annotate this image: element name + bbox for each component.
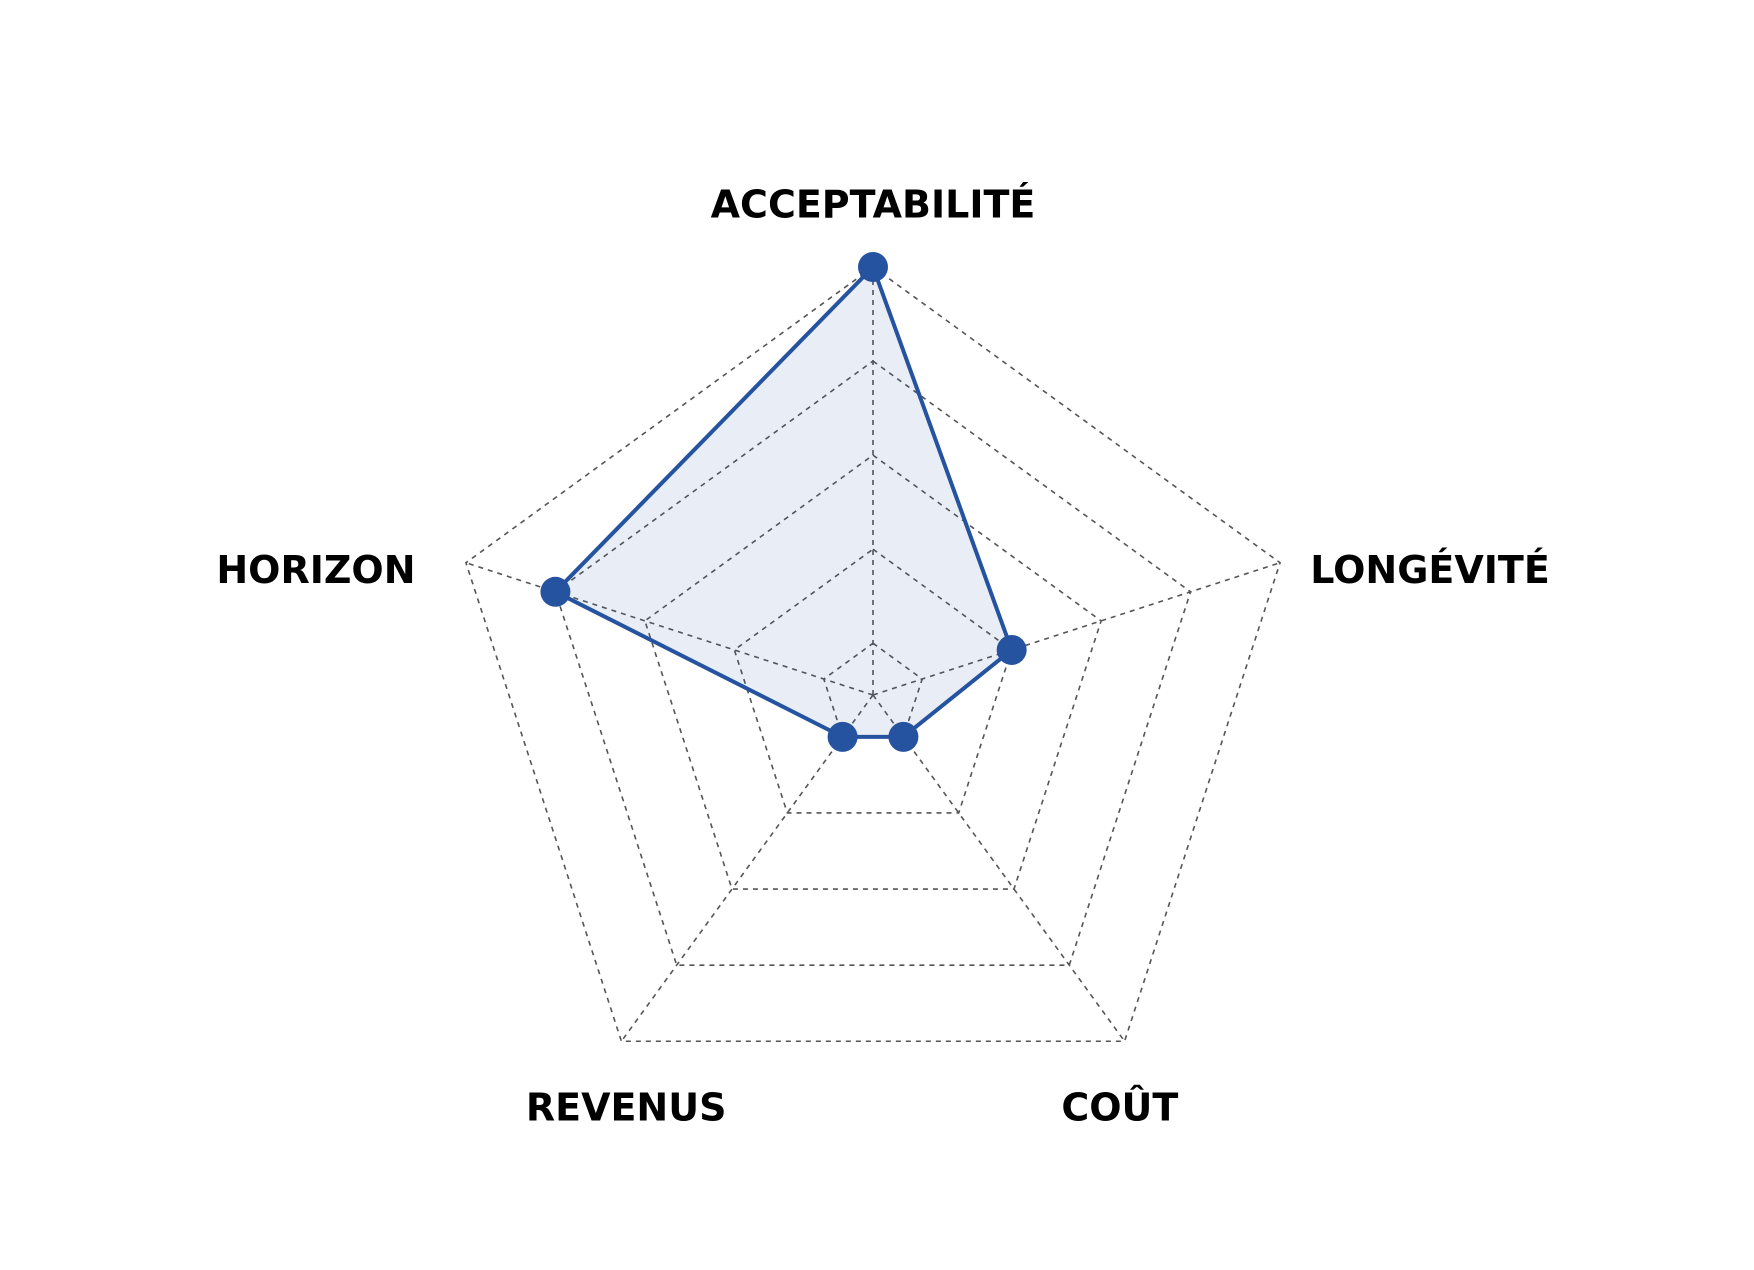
grid-spoke [872,694,1126,1042]
radar-point [827,721,858,752]
axis-label: ACCEPTABILITÉ [711,183,1036,227]
radar-area [553,265,1014,739]
axis-label: HORIZON [216,548,415,592]
radar-point [996,634,1027,665]
axis-label: COÛT [1061,1085,1178,1129]
radar-point [858,252,888,282]
axis-label: REVENUS [526,1085,727,1129]
grid-ring [643,454,1103,890]
grid-spoke [872,561,1281,696]
grid-spoke [465,561,874,696]
grid-spoke [620,694,874,1042]
grid-ring [554,360,1192,966]
grid-ring [733,548,1013,814]
radar-point [540,576,571,607]
axis-label: LONGÉVITÉ [1310,548,1550,592]
radar-point [888,721,919,752]
